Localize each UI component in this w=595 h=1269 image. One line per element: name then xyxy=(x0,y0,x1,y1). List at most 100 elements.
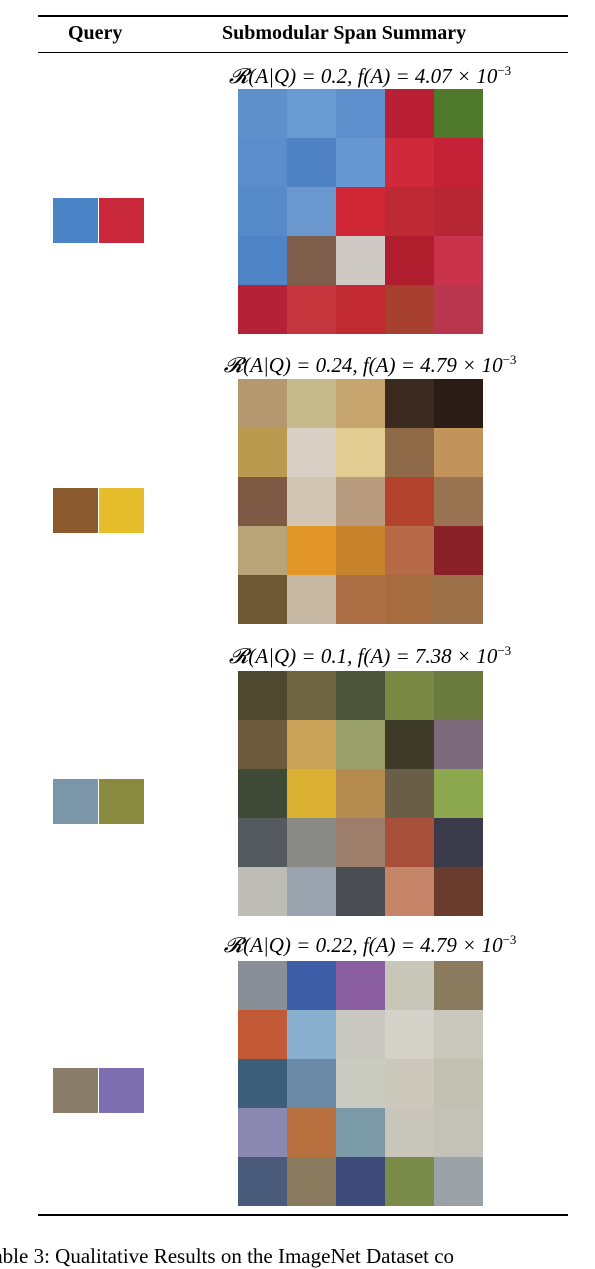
summary-image xyxy=(434,575,483,624)
summary-image xyxy=(336,138,385,187)
summary-image xyxy=(336,526,385,575)
summary-image xyxy=(238,477,287,526)
summary-image xyxy=(238,1010,287,1059)
summary-image xyxy=(336,477,385,526)
table-top-rule xyxy=(38,15,568,17)
summary-image xyxy=(287,187,336,236)
summary-image xyxy=(385,671,434,720)
summary-image xyxy=(385,818,434,867)
summary-image xyxy=(336,1010,385,1059)
summary-image xyxy=(336,769,385,818)
summary-image xyxy=(336,867,385,916)
summary-image xyxy=(385,1010,434,1059)
summary-image xyxy=(385,867,434,916)
summary-image xyxy=(434,867,483,916)
summary-image xyxy=(238,236,287,285)
summary-image xyxy=(287,720,336,769)
query-image xyxy=(53,1068,98,1113)
summary-image xyxy=(238,89,287,138)
summary-image xyxy=(238,187,287,236)
summary-image xyxy=(287,428,336,477)
query-column-header: Query xyxy=(68,22,123,44)
summary-image xyxy=(287,1059,336,1108)
summary-image xyxy=(336,671,385,720)
table-header-rule xyxy=(38,52,568,53)
query-image xyxy=(53,488,98,533)
summary-column-header: Submodular Span Summary xyxy=(222,22,467,44)
summary-image xyxy=(434,379,483,428)
summary-image xyxy=(287,1108,336,1157)
row-3-query-images xyxy=(53,779,144,824)
summary-image xyxy=(287,769,336,818)
summary-image xyxy=(385,236,434,285)
summary-image xyxy=(238,526,287,575)
summary-image xyxy=(287,1010,336,1059)
summary-image xyxy=(336,236,385,285)
summary-image xyxy=(238,867,287,916)
summary-image xyxy=(287,379,336,428)
summary-image xyxy=(336,961,385,1010)
summary-image xyxy=(287,89,336,138)
summary-image xyxy=(238,769,287,818)
row-2-query-images xyxy=(53,488,144,533)
summary-image xyxy=(434,769,483,818)
row-2-summary-grid xyxy=(238,379,484,624)
summary-image xyxy=(336,720,385,769)
summary-image xyxy=(434,89,483,138)
summary-image xyxy=(434,428,483,477)
summary-image xyxy=(434,285,483,334)
summary-image xyxy=(238,379,287,428)
summary-image xyxy=(336,379,385,428)
summary-image xyxy=(336,187,385,236)
row-2-formula: 𝓡(A|Q) = 0.24, f(A) = 4.79 × 10−3 xyxy=(223,352,517,377)
summary-image xyxy=(238,720,287,769)
summary-image xyxy=(385,428,434,477)
row-1-query-images xyxy=(53,198,144,243)
summary-image xyxy=(434,720,483,769)
query-image xyxy=(99,1068,144,1113)
summary-image xyxy=(238,671,287,720)
row-4-summary-grid xyxy=(238,961,484,1206)
summary-image xyxy=(287,1157,336,1206)
summary-image xyxy=(336,818,385,867)
summary-image xyxy=(434,138,483,187)
summary-image xyxy=(385,477,434,526)
row-3-formula: 𝓡(A|Q) = 0.1, f(A) = 7.38 × 10−3 xyxy=(228,643,512,668)
row-4-formula: 𝓡(A|Q) = 0.22, f(A) = 4.79 × 10−3 xyxy=(223,932,517,957)
summary-image xyxy=(434,477,483,526)
query-image xyxy=(53,198,98,243)
summary-image xyxy=(385,526,434,575)
summary-image xyxy=(385,720,434,769)
summary-image xyxy=(336,1059,385,1108)
summary-image xyxy=(434,1108,483,1157)
query-image xyxy=(99,488,144,533)
summary-image xyxy=(238,961,287,1010)
row-1-formula: 𝓡(A|Q) = 0.2, f(A) = 4.07 × 10−3 xyxy=(228,63,512,88)
summary-image xyxy=(434,187,483,236)
summary-image xyxy=(336,575,385,624)
summary-image xyxy=(336,428,385,477)
summary-image xyxy=(287,477,336,526)
summary-image xyxy=(434,671,483,720)
summary-image xyxy=(434,526,483,575)
summary-image xyxy=(287,285,336,334)
summary-image xyxy=(287,236,336,285)
summary-image xyxy=(238,1059,287,1108)
summary-image xyxy=(434,1059,483,1108)
summary-image xyxy=(385,1108,434,1157)
summary-image xyxy=(287,961,336,1010)
summary-image xyxy=(385,1059,434,1108)
summary-image xyxy=(385,1157,434,1206)
summary-image xyxy=(238,138,287,187)
summary-image xyxy=(238,428,287,477)
summary-image xyxy=(238,575,287,624)
summary-image xyxy=(238,1157,287,1206)
summary-image xyxy=(385,575,434,624)
row-4-query-images xyxy=(53,1068,144,1113)
summary-image xyxy=(385,187,434,236)
summary-image xyxy=(238,1108,287,1157)
row-1-summary-grid xyxy=(238,89,484,334)
summary-image xyxy=(434,1157,483,1206)
summary-image xyxy=(238,818,287,867)
table-caption: Table 3: Qualitative Results on the Imag… xyxy=(0,1244,455,1268)
